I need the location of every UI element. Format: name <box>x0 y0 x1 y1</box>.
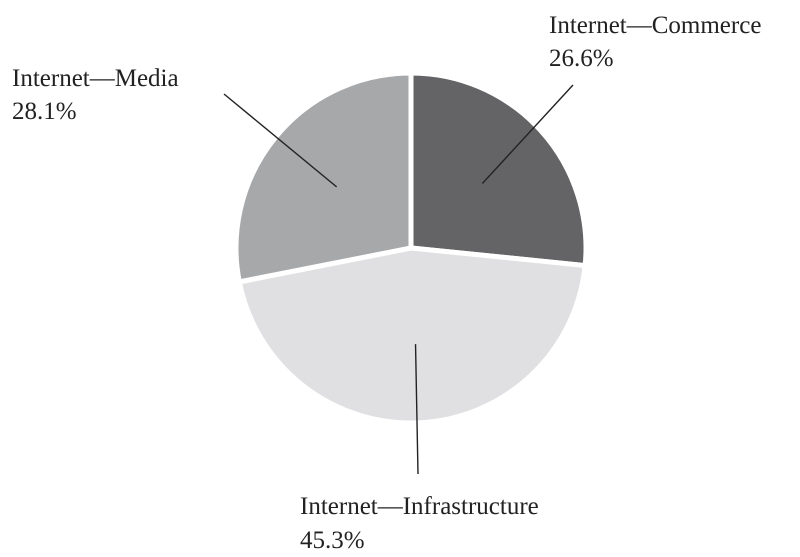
leader-line-infrastructure <box>414 344 419 475</box>
label-media-name: Internet—Media <box>12 65 179 92</box>
leader-line-media <box>223 93 338 188</box>
label-media-value: 28.1% <box>12 98 77 125</box>
slice-infrastructure <box>236 245 588 426</box>
label-commerce-name: Internet—Commerce <box>549 12 761 39</box>
slice-media <box>233 70 414 285</box>
label-commerce-value: 26.6% <box>549 45 614 72</box>
leader-line-commerce <box>481 84 574 184</box>
leader-lines <box>223 84 574 475</box>
pie-slices <box>233 70 589 426</box>
label-infrastructure-value: 45.3% <box>300 527 365 554</box>
slice-commerce <box>408 70 589 269</box>
label-infrastructure-name: Internet—Infrastructure <box>300 493 539 520</box>
